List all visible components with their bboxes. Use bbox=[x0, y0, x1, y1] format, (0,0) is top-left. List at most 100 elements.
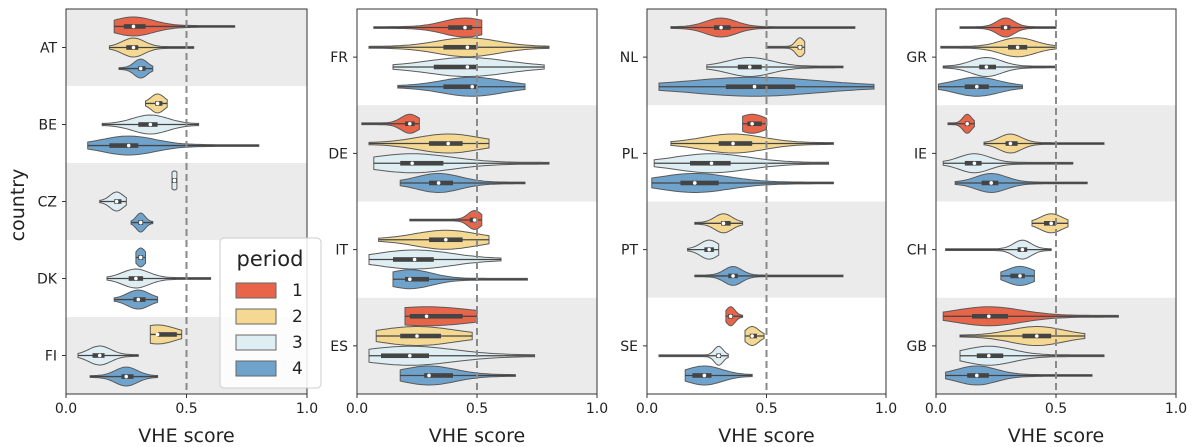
violin-iqr-box bbox=[443, 44, 477, 50]
violin-median-dot bbox=[1049, 221, 1053, 226]
legend-swatch-3 bbox=[235, 334, 277, 351]
violin-iqr-box bbox=[718, 141, 753, 146]
panel-3: NL PL PT SE 0.0 0.5 1.0 VHE score bbox=[620, 8, 897, 447]
violin-iqr-box bbox=[157, 332, 177, 337]
legend-title: period bbox=[237, 247, 304, 271]
x-tick-label: 0.0 bbox=[55, 401, 77, 417]
violin-median-dot bbox=[1015, 45, 1020, 50]
violin-median-dot bbox=[752, 84, 757, 89]
violin-iqr-box bbox=[680, 180, 719, 186]
violin-median-dot bbox=[721, 221, 726, 226]
violin-median-dot bbox=[408, 121, 412, 126]
x-tick-label: 0.0 bbox=[636, 401, 658, 417]
x-tick-label: 1.0 bbox=[875, 401, 897, 417]
y-tick-label-PT: PT bbox=[621, 243, 638, 259]
violin-median-dot bbox=[463, 25, 467, 30]
x-axis-label: VHE score bbox=[1008, 425, 1104, 447]
violin-iqr-box bbox=[381, 353, 429, 359]
violin-median-dot bbox=[408, 277, 412, 282]
violin-median-dot bbox=[747, 65, 752, 69]
y-tick-label-GR: GR bbox=[906, 50, 927, 66]
violin-median-dot bbox=[1018, 274, 1022, 278]
violin-iqr-box bbox=[692, 373, 712, 378]
x-tick-label: 0.5 bbox=[755, 401, 777, 417]
violin-median-dot bbox=[415, 334, 419, 338]
violin-median-dot bbox=[716, 353, 721, 358]
y-tick-label-AT: AT bbox=[40, 41, 57, 57]
violin-median-dot bbox=[444, 237, 448, 242]
y-tick-label-BE: BE bbox=[39, 118, 57, 134]
violin-iqr-box bbox=[747, 121, 762, 127]
panel-2: FR DE IT ES 0.0 0.5 1.0 VHE score bbox=[328, 8, 608, 447]
y-tick-label-GB: GB bbox=[907, 339, 927, 355]
legend-swatch-4 bbox=[235, 360, 277, 377]
violin-median-dot bbox=[975, 84, 979, 89]
panel-4: GR IE CH GB 0.0 0.5 1.0 VHE score bbox=[906, 8, 1187, 447]
x-tick-label: 0.0 bbox=[925, 401, 947, 417]
violin-median-dot bbox=[470, 84, 475, 89]
violin-median-dot bbox=[975, 373, 979, 378]
x-tick-label: 0.5 bbox=[175, 401, 197, 417]
violin-median-dot bbox=[427, 373, 431, 378]
violin-median-dot bbox=[126, 143, 131, 148]
x-tick-label: 0.5 bbox=[466, 401, 488, 417]
x-tick-label: 0.5 bbox=[1045, 401, 1067, 417]
violin-iqr-box bbox=[448, 25, 473, 30]
violin-median-dot bbox=[172, 178, 177, 183]
y-tick-label-CZ: CZ bbox=[38, 195, 57, 211]
panel-1: AT BE CZ DK FI 0.0 0.5 1.0 VHE score bbox=[37, 8, 318, 447]
y-tick-label-CH: CH bbox=[907, 243, 927, 259]
violin-median-dot bbox=[124, 374, 129, 379]
y-tick-label-PL: PL bbox=[622, 146, 638, 162]
violin-median-dot bbox=[989, 181, 993, 185]
violin-median-dot bbox=[148, 122, 153, 127]
violin-median-dot bbox=[155, 332, 160, 337]
violin-median-dot bbox=[410, 161, 415, 166]
x-tick-label: 1.0 bbox=[1165, 401, 1187, 417]
violin-iqr-box bbox=[1010, 273, 1025, 279]
x-axis-label: VHE score bbox=[718, 425, 814, 447]
violin-median-dot bbox=[131, 45, 136, 50]
shaded-band bbox=[647, 201, 886, 298]
violin-median-dot bbox=[731, 141, 735, 146]
legend-label-1: 1 bbox=[292, 281, 303, 301]
violin-median-dot bbox=[750, 121, 754, 126]
violin-median-dot bbox=[424, 314, 429, 319]
x-axis-label: VHE score bbox=[138, 425, 234, 447]
violin-median-dot bbox=[134, 276, 138, 281]
violin-median-dot bbox=[731, 274, 735, 278]
violin-median-dot bbox=[465, 45, 470, 50]
legend-swatch-2 bbox=[235, 308, 277, 325]
x-tick-label: 0.0 bbox=[346, 401, 368, 417]
y-tick-label-DE: DE bbox=[328, 146, 348, 162]
y-tick-label-FR: FR bbox=[330, 50, 348, 66]
violin-median-dot bbox=[1035, 334, 1039, 338]
y-tick-label-DK: DK bbox=[37, 272, 58, 288]
y-tick-label-NL: NL bbox=[620, 50, 638, 66]
violin-iqr-box bbox=[138, 122, 158, 127]
violin-median-dot bbox=[412, 257, 417, 262]
violin-median-dot bbox=[114, 199, 119, 204]
violin-iqr-box bbox=[400, 160, 444, 166]
violin-median-dot bbox=[1003, 25, 1008, 30]
y-axis-label: country bbox=[7, 169, 29, 242]
violin-median-dot bbox=[719, 25, 723, 30]
violin-median-dot bbox=[436, 181, 441, 185]
violin-iqr-box bbox=[400, 333, 441, 339]
violin-iqr-box bbox=[433, 64, 477, 70]
violin-median-dot bbox=[472, 218, 477, 222]
violin-median-dot bbox=[138, 220, 143, 225]
violin-iqr-box bbox=[429, 180, 453, 186]
violin-median-dot bbox=[408, 353, 412, 358]
violin-median-dot bbox=[465, 65, 470, 69]
violin-median-dot bbox=[987, 314, 991, 319]
y-tick-label-FI: FI bbox=[45, 349, 57, 365]
legend-label-3: 3 bbox=[292, 333, 303, 353]
violin-median-dot bbox=[1020, 247, 1025, 252]
violin-median-dot bbox=[131, 24, 136, 29]
violin-iqr-box bbox=[721, 221, 731, 226]
legend-label-4: 4 bbox=[292, 359, 303, 379]
y-tick-label-IE: IE bbox=[914, 146, 927, 162]
violin-median-dot bbox=[155, 101, 160, 106]
